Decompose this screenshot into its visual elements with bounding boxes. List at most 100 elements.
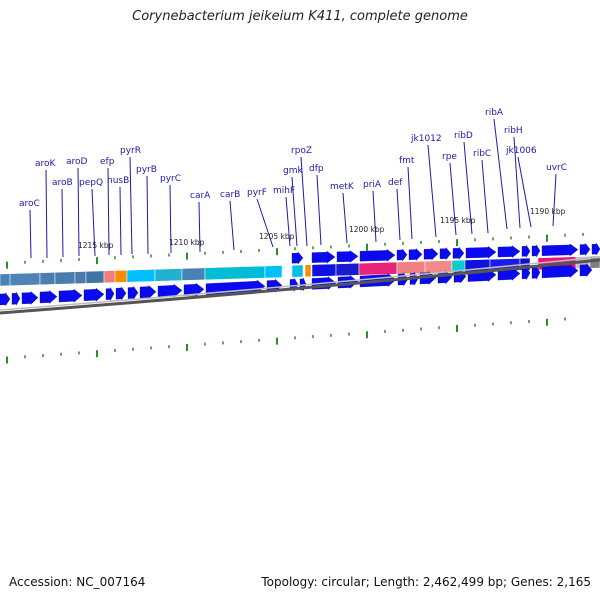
gene-block-18 bbox=[396, 260, 426, 275]
gene-label-metK[interactable]: metK bbox=[330, 182, 355, 192]
gene-label-aroB[interactable]: aroB bbox=[52, 178, 73, 188]
gene-label-aroK[interactable]: aroK bbox=[35, 159, 57, 169]
gene-label-carA[interactable]: carA bbox=[190, 191, 211, 201]
leader-line-19 bbox=[396, 188, 401, 241]
gene-label-pyrC[interactable]: pyrC bbox=[160, 174, 181, 184]
accession-text: Accession: NC_007164 bbox=[9, 575, 146, 589]
gene-label-uvrC[interactable]: uvrC bbox=[546, 163, 567, 173]
gene-label-aroC[interactable]: aroC bbox=[19, 199, 40, 209]
forward-arrow-upper-13 bbox=[541, 243, 579, 257]
gene-label-mihF[interactable]: mihF bbox=[273, 186, 295, 196]
gene-block-2 bbox=[39, 272, 56, 286]
gene-label-fmt[interactable]: fmt bbox=[399, 156, 415, 166]
leader-line-21 bbox=[427, 144, 437, 238]
forward-arrow-upper-6 bbox=[423, 247, 439, 261]
forward-arrow-upper-10 bbox=[497, 245, 521, 258]
gene-label-efp[interactable]: efp bbox=[100, 157, 115, 167]
gene-block-11 bbox=[204, 265, 266, 281]
gene-label-rpoZ[interactable]: rpoZ bbox=[291, 146, 312, 156]
gene-label-jk1006[interactable]: jk1006 bbox=[505, 146, 537, 156]
leader-line-22 bbox=[449, 162, 457, 236]
gene-label-ribD[interactable]: ribD bbox=[454, 131, 473, 141]
forward-arrow-upper-4 bbox=[396, 248, 408, 262]
gene-label-aroD[interactable]: aroD bbox=[66, 157, 88, 167]
leader-line-11 bbox=[229, 200, 235, 251]
gene-label-ribC[interactable]: ribC bbox=[473, 149, 491, 159]
backbone-highlight bbox=[0, 256, 600, 311]
gene-label-pyrF[interactable]: pyrF bbox=[247, 188, 267, 198]
forward-arrow-lower-9 bbox=[139, 285, 157, 299]
gene-label-pyrB[interactable]: pyrB bbox=[136, 165, 157, 175]
forward-arrow-lower-28 bbox=[541, 264, 579, 279]
gene-block-0 bbox=[0, 273, 11, 287]
gene-block-14 bbox=[304, 264, 312, 278]
gene-block-10 bbox=[181, 267, 206, 281]
backbone-line bbox=[0, 258, 600, 315]
leader-line-3 bbox=[77, 167, 80, 257]
gene-block-12 bbox=[264, 265, 283, 279]
gene-label-ribH[interactable]: ribH bbox=[504, 126, 523, 136]
leader-line-4 bbox=[91, 188, 96, 257]
gene-block-5 bbox=[85, 270, 105, 284]
kbp-label-1205: 1205 kbp bbox=[259, 232, 295, 241]
leader-line-9 bbox=[169, 184, 172, 254]
forward-gene-arrows-row-1 bbox=[291, 242, 600, 265]
topology-summary-text: Topology: circular; Length: 2,462,499 bp… bbox=[261, 575, 591, 589]
leader-line-0 bbox=[29, 209, 32, 259]
forward-arrow-upper-1 bbox=[311, 250, 336, 264]
leader-line-12 bbox=[256, 198, 274, 248]
leader-line-25 bbox=[493, 118, 508, 230]
gene-block-9 bbox=[154, 268, 183, 282]
kbp-label-1210: 1210 kbp bbox=[169, 238, 205, 247]
leader-line-23 bbox=[463, 141, 473, 235]
gene-label-priA[interactable]: priA bbox=[363, 180, 382, 190]
gene-label-carB[interactable]: carB bbox=[220, 190, 240, 200]
outer-tick-track bbox=[6, 232, 584, 269]
forward-arrow-upper-14 bbox=[579, 242, 591, 256]
gene-block-4 bbox=[74, 271, 87, 285]
leader-line-16 bbox=[316, 174, 322, 246]
gene-block-7 bbox=[114, 269, 128, 283]
gene-label-rpe[interactable]: rpe bbox=[442, 152, 457, 162]
forward-arrow-lower-1 bbox=[11, 291, 21, 306]
leader-line-26 bbox=[513, 136, 521, 229]
gene-block-16 bbox=[335, 262, 360, 277]
kbp-label-1195: 1195 kbp bbox=[440, 216, 476, 225]
gene-label-jk1012[interactable]: jk1012 bbox=[410, 134, 442, 144]
gene-block-3 bbox=[54, 271, 76, 285]
forward-arrow-lower-29 bbox=[579, 263, 593, 278]
gene-block-13 bbox=[291, 264, 304, 278]
forward-arrow-lower-0 bbox=[0, 292, 11, 307]
kbp-label-1215: 1215 kbp bbox=[78, 241, 114, 250]
gene-label-nusB[interactable]: nusB bbox=[107, 176, 129, 186]
forward-arrow-upper-2 bbox=[336, 250, 359, 263]
leader-line-1 bbox=[45, 169, 48, 259]
forward-arrow-upper-7 bbox=[439, 247, 452, 261]
leader-line-2 bbox=[61, 188, 64, 258]
label-leaders bbox=[29, 118, 557, 259]
leader-line-18 bbox=[372, 190, 377, 243]
forward-arrow-upper-0 bbox=[291, 251, 304, 265]
kbp-label-1190: 1190 kbp bbox=[530, 207, 566, 216]
gene-label-pepQ[interactable]: pepQ bbox=[79, 178, 103, 188]
gene-label-def[interactable]: def bbox=[388, 178, 403, 188]
gene-label-gmk[interactable]: gmk bbox=[283, 166, 303, 176]
leader-line-5 bbox=[107, 167, 110, 256]
gene-label-pyrR[interactable]: pyrR bbox=[120, 146, 141, 156]
forward-arrow-lower-5 bbox=[83, 287, 105, 302]
forward-arrow-upper-5 bbox=[408, 248, 423, 261]
gene-label-dfp[interactable]: dfp bbox=[309, 164, 324, 174]
kbp-label-1200: 1200 kbp bbox=[349, 225, 385, 234]
forward-arrow-lower-3 bbox=[39, 290, 58, 304]
forward-arrow-upper-15 bbox=[591, 242, 600, 256]
gene-block-1 bbox=[9, 272, 41, 286]
gene-label-ribA[interactable]: ribA bbox=[485, 108, 504, 118]
leader-line-28 bbox=[552, 173, 557, 227]
forward-arrow-upper-11 bbox=[521, 244, 531, 258]
leader-line-20 bbox=[407, 166, 413, 240]
forward-arrow-upper-3 bbox=[359, 249, 396, 262]
leader-line-24 bbox=[481, 159, 489, 234]
forward-arrow-upper-9 bbox=[465, 246, 497, 259]
gene-block-6 bbox=[103, 270, 116, 284]
